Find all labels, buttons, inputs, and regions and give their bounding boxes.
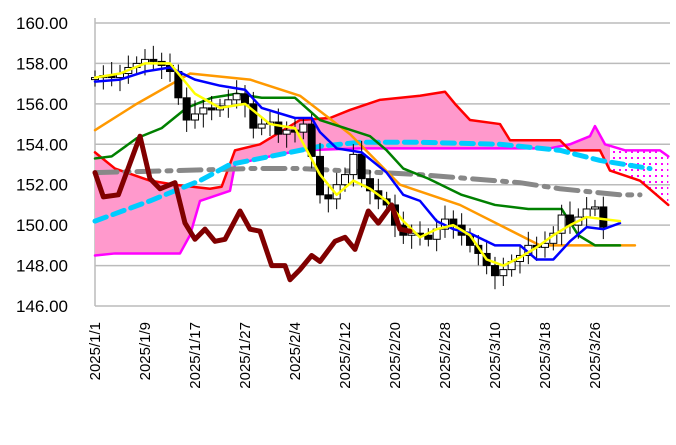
bullish-candle (557, 214, 566, 234)
senkou-span-a-line (93, 90, 670, 207)
y-tick-label: 148.00 (16, 257, 68, 276)
kijun-sen-line (93, 92, 622, 247)
x-tick-label: 2025/2/4 (287, 322, 304, 380)
bullish-candle (349, 153, 358, 176)
bullish-candle (282, 129, 291, 135)
x-tick-label: 2025/3/18 (537, 322, 554, 389)
y-tick-label: 158.00 (16, 54, 68, 73)
ma-lightblue-line (92, 139, 653, 224)
x-tick-label: 2025/1/1 (87, 322, 104, 380)
bullish-candle (499, 269, 508, 277)
x-tick-label: 2025/2/20 (387, 322, 404, 389)
bearish-candle (365, 178, 374, 192)
bearish-candle (307, 123, 316, 157)
x-tick-label: 2025/2/12 (337, 322, 354, 389)
y-tick-label: 150.00 (16, 216, 68, 235)
bullish-candle (590, 206, 599, 210)
y-tick-label: 156.00 (16, 95, 68, 114)
bearish-candle (182, 97, 191, 121)
x-tick-label: 2025/3/10 (487, 322, 504, 389)
y-tick-label: 152.00 (16, 176, 68, 195)
x-tick-label: 2025/1/9 (137, 322, 154, 380)
axis-labels: 146.00 148.00 150.00 152.00 154.00 156.00 158.… (16, 14, 604, 389)
x-tick-label: 2025/2/28 (437, 322, 454, 389)
bearish-candle (599, 206, 608, 228)
y-tick-label: 160.00 (16, 14, 68, 33)
grid (94, 18, 670, 307)
bearish-candle (249, 103, 258, 129)
cloud-future-fill (610, 145, 669, 205)
bearish-candle (149, 58, 158, 62)
lines-front (92, 62, 622, 283)
bullish-candle (199, 107, 208, 115)
chikou-span-line (92, 133, 413, 283)
cloud (95, 91, 669, 256)
cloud-fill (95, 91, 610, 256)
bullish-candle (232, 93, 241, 101)
senkou-span-b-line (93, 124, 670, 257)
bullish-candle (299, 123, 308, 133)
bearish-candle (240, 93, 249, 105)
bullish-candle (190, 113, 199, 121)
bullish-candle (340, 174, 349, 186)
y-tick-label: 146.00 (16, 297, 68, 316)
x-tick-label: 2025/1/17 (187, 322, 204, 389)
bearish-candle (490, 265, 499, 277)
y-tick-label: 154.00 (16, 135, 68, 154)
bullish-candle (257, 123, 266, 129)
tenkan-sen-line (93, 66, 622, 261)
bearish-candle (324, 194, 333, 200)
bearish-candle (424, 234, 433, 240)
bearish-candle (274, 121, 283, 135)
bearish-candle (357, 153, 366, 180)
x-tick-label: 2025/3/26 (587, 322, 604, 389)
bearish-candle (207, 107, 216, 111)
x-tick-label: 2025/1/27 (237, 322, 254, 389)
